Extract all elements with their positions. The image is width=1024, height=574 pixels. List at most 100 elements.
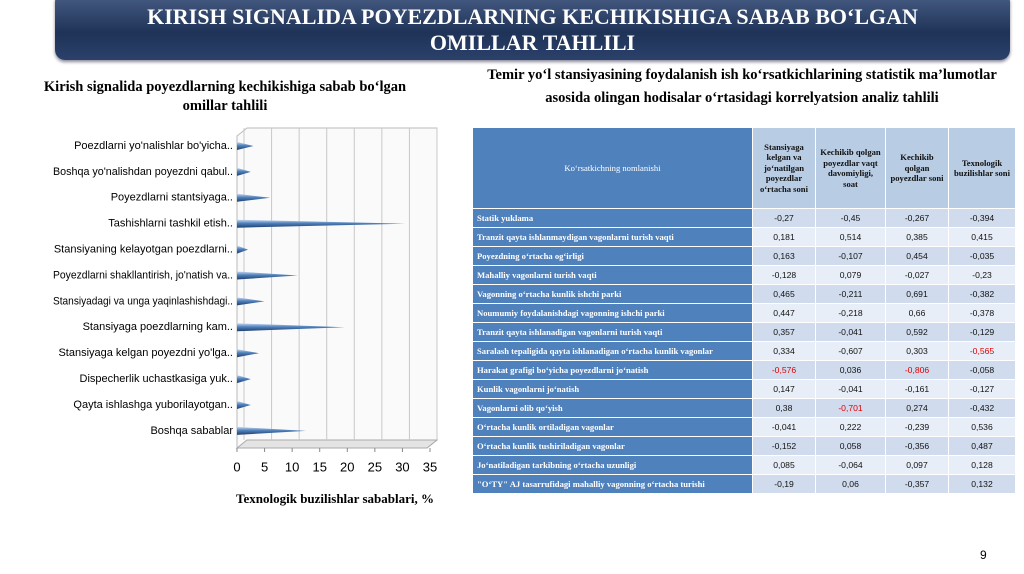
table-cell: 0,147 xyxy=(752,379,816,399)
table-cell: 0,447 xyxy=(752,303,816,323)
correlation-table: Ko‘rsatkichning nomlanishi Stansiyaga kel… xyxy=(472,127,1016,494)
table-cell: 0,514 xyxy=(815,227,886,247)
table-cell: 0,385 xyxy=(885,227,949,247)
bar xyxy=(237,219,406,228)
bar xyxy=(237,401,251,409)
x-tick-label: 30 xyxy=(395,459,409,474)
table-cell: 0,085 xyxy=(752,455,816,475)
table-cell: -0,035 xyxy=(948,246,1016,266)
y-tick-label: Boshqa yo'nalishdan poyezdni qabul.. xyxy=(53,166,233,178)
table-row: Tranzit qayta ishlanmaydigan vagonlarni … xyxy=(472,227,1016,247)
table-row: Statik yuklama -0,27 -0,45 -0,267 -0,394 xyxy=(472,208,1016,228)
row-label: Poyezdning o‘rtacha og‘irligi xyxy=(472,246,753,266)
table-cell: 0,097 xyxy=(885,455,949,475)
plot-floor xyxy=(235,439,439,449)
x-tick-label: 20 xyxy=(340,459,354,474)
table-cell: 0,415 xyxy=(948,227,1016,247)
table-cell: -0,128 xyxy=(752,265,816,285)
row-label: Kunlik vagonlarni jo‘natish xyxy=(472,379,753,399)
table-cell: -0,127 xyxy=(948,379,1016,399)
slide-title: KIRISH SIGNALIDA POYEZDLARNING KECHIKISH… xyxy=(147,4,918,55)
table-cell: 0,128 xyxy=(948,455,1016,475)
page-number: 9 xyxy=(980,548,987,562)
table-cell: -0,19 xyxy=(752,474,816,494)
table-cell: -0,152 xyxy=(752,436,816,456)
bar xyxy=(237,193,271,202)
y-tick-label: Poezdlarni yo'nalishlar bo'yicha.. xyxy=(74,140,233,152)
x-tick-label: 10 xyxy=(285,459,299,474)
table-cell: -0,058 xyxy=(948,360,1016,380)
table-row: O‘rtacha kunlik tushiriladigan vagonlar -… xyxy=(472,436,1016,456)
x-tick-label: 5 xyxy=(261,459,268,474)
table-cell: -0,239 xyxy=(885,417,949,437)
table-cell: -0,576 xyxy=(752,360,816,380)
x-tick-label: 35 xyxy=(423,459,437,474)
row-label: Tranzit qayta ishlanmaydigan vagonlarni … xyxy=(472,227,753,247)
title-banner: KIRISH SIGNALIDA POYEZDLARNING KECHIKISH… xyxy=(55,0,1010,60)
table-cell: 0,303 xyxy=(885,341,949,361)
table-cell: -0,394 xyxy=(948,208,1016,228)
y-tick-label: Boshqa sabablar xyxy=(150,425,233,437)
column-header: Kechikib qolgan poyezdlar soni xyxy=(885,127,949,209)
table-cell: 0,691 xyxy=(885,284,949,304)
table-row: Jo‘natiladigan tarkibning o‘rtacha uzunl… xyxy=(472,455,1016,475)
table-cell: -0,267 xyxy=(885,208,949,228)
row-label: Mahalliy vagonlarni turish vaqti xyxy=(472,265,753,285)
x-tick-label: 15 xyxy=(312,459,326,474)
table-row: Saralash tepaligida qayta ishlanadigan o… xyxy=(472,341,1016,361)
bar xyxy=(237,375,251,384)
table-cell: 0,334 xyxy=(752,341,816,361)
row-label: Statik yuklama xyxy=(472,208,753,228)
row-label: "O‘TY" AJ tasarrufidagi mahalliy vagonni… xyxy=(472,474,753,494)
table-cell: -0,45 xyxy=(815,208,886,228)
table-cell: 0,036 xyxy=(815,360,886,380)
row-label: O‘rtacha kunlik tushiriladigan vagonlar xyxy=(472,436,753,456)
table-cell: -0,378 xyxy=(948,303,1016,323)
y-tick-label: Stansiyaga kelgan poyezdni yo'lga.. xyxy=(58,347,233,359)
table-cell: 0,38 xyxy=(752,398,816,418)
column-header: Texnologik buzilishlar soni xyxy=(948,127,1016,209)
table-row: Kunlik vagonlarni jo‘natish 0,147 -0,041 -0… xyxy=(472,379,1016,399)
table-cell: -0,357 xyxy=(885,474,949,494)
y-tick-label: Stansiyadagi va unga yaqinlashishdagi.. xyxy=(53,295,233,307)
table-cell: 0,274 xyxy=(885,398,949,418)
bar xyxy=(237,297,265,306)
bar xyxy=(237,349,260,358)
row-label: Harakat grafigi bo‘yicha poyezdlarni jo‘… xyxy=(472,360,753,380)
bar xyxy=(237,167,251,176)
column-header: Stansiyaga kelgan va jo‘natilgan poyezdl… xyxy=(752,127,816,209)
table-cell: -0,161 xyxy=(885,379,949,399)
table-cell: -0,041 xyxy=(815,322,886,342)
y-tick-label: Stansiyaning kelayotgan poezdlarni.. xyxy=(54,244,233,256)
table-cell: 0,132 xyxy=(948,474,1016,494)
table-cell: -0,23 xyxy=(948,265,1016,285)
y-tick-label: Poyezdlarni shakllantirish, jo'natish va… xyxy=(53,269,233,281)
table-row: Mahalliy vagonlarni turish vaqti -0,128 0,… xyxy=(472,265,1016,285)
table-cell: 0,079 xyxy=(815,265,886,285)
table-row: Poyezdning o‘rtacha og‘irligi 0,163 -0,107… xyxy=(472,246,1016,266)
table-row: Tranzit qayta ishlanadigan vagonlarni tu… xyxy=(472,322,1016,342)
y-tick-label: Poyezdlarni stantsiyaga.. xyxy=(111,192,233,204)
table-title: Temir yo‘l stansiyasining foydalanish is… xyxy=(487,67,997,106)
table-cell: -0,432 xyxy=(948,398,1016,418)
table-cell: 0,058 xyxy=(815,436,886,456)
x-axis-title: Texnologik buzilishlar sabablari, % xyxy=(236,491,434,506)
table-cell: -0,382 xyxy=(948,284,1016,304)
y-tick-label: Dispecherlik uchastkasiga yuk.. xyxy=(80,373,233,385)
table-cell: -0,064 xyxy=(815,455,886,475)
table-cell: -0,607 xyxy=(815,341,886,361)
table-row: O‘rtacha kunlik ortiladigan vagonlar -0,0… xyxy=(472,417,1016,437)
chart: Texnologik buzilishlar sabablari, % 0 5 10… xyxy=(53,127,439,506)
table-cell: 0,357 xyxy=(752,322,816,342)
table-cell: 0,592 xyxy=(885,322,949,342)
y-tick-label: Qayta ishlashga yuborilayotgan.. xyxy=(73,399,233,411)
table-cell: 0,536 xyxy=(948,417,1016,437)
table-cell: -0,565 xyxy=(948,341,1016,361)
table-row: Harakat grafigi bo‘yicha poyezdlarni jo‘… xyxy=(472,360,1016,380)
table-row: Noumumiy foydalanishdagi vagonning ishch… xyxy=(472,303,1016,323)
row-label: Tranzit qayta ishlanadigan vagonlarni tu… xyxy=(472,322,753,342)
table-row: Vagonning o‘rtacha kunlik ishchi parki 0,… xyxy=(472,284,1016,304)
row-label: O‘rtacha kunlik ortiladigan vagonlar xyxy=(472,417,753,437)
table-cell: -0,107 xyxy=(815,246,886,266)
table-row: "O‘TY" AJ tasarrufidagi mahalliy vagonni… xyxy=(472,474,1016,494)
